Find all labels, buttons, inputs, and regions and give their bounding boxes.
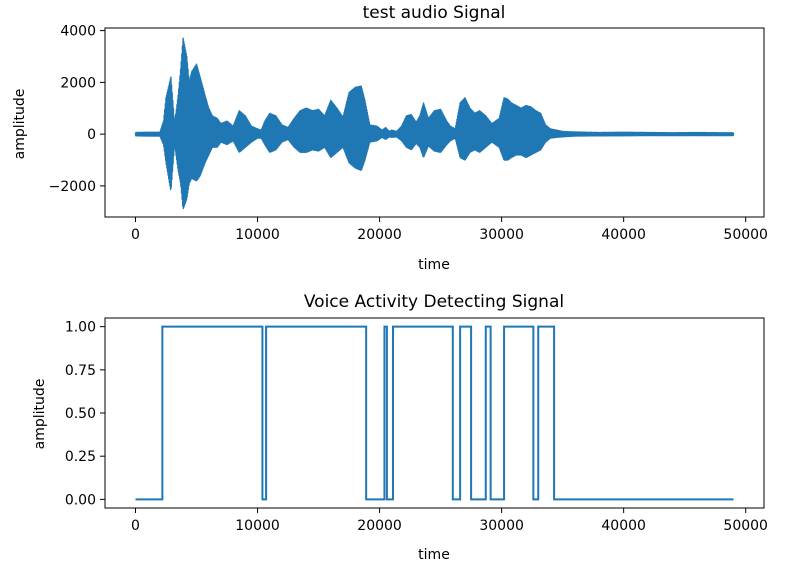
- vad-y-tick-label: 0.00: [65, 492, 96, 508]
- audio-y-axis-label: amplitude: [12, 89, 28, 160]
- vad-x-tick-label: 30000: [479, 518, 524, 534]
- audio-x-tick-label: 40000: [601, 227, 646, 243]
- audio-x-tick-label: 30000: [479, 227, 524, 243]
- audio-axes-frame: [104, 27, 765, 218]
- vad-y-axis-ticks: 0.00 0.25 0.50 0.75 1.00: [65, 320, 105, 508]
- audio-x-axis-ticks: 0 10000 20000 30000 40000 50000: [131, 217, 768, 243]
- audio-y-tick-label: 0: [87, 127, 96, 143]
- audio-y-tick-label: 4000: [60, 24, 96, 40]
- vad-x-tick-label: 10000: [235, 518, 280, 534]
- vad-y-tick-label: 0.25: [65, 449, 96, 465]
- audio-y-tick-label: −2000: [49, 179, 96, 195]
- audio-chart-title: test audio Signal: [363, 3, 506, 23]
- vad-signal-chart: Voice Activity Detecting Signal 0 10000 20…: [32, 292, 768, 563]
- audio-x-axis-label: time: [418, 257, 450, 273]
- vad-y-tick-label: 0.50: [65, 406, 96, 422]
- audio-x-tick-label: 10000: [235, 227, 280, 243]
- audio-y-axis-ticks: −2000 0 2000 4000: [49, 24, 105, 195]
- audio-waveform-line: [134, 37, 735, 210]
- vad-y-tick-label: 1.00: [65, 320, 96, 336]
- vad-x-tick-label: 0: [131, 518, 140, 534]
- vad-step-line: [135, 325, 734, 501]
- audio-x-tick-label: 20000: [357, 227, 402, 243]
- audio-signal-chart: test audio Signal 0 10000 20000 30000 40000 5…: [12, 3, 768, 273]
- audio-y-tick-label: 2000: [60, 75, 96, 91]
- vad-y-axis-label: amplitude: [32, 379, 48, 450]
- vad-axes-frame: [104, 317, 765, 509]
- vad-x-tick-label: 40000: [601, 518, 646, 534]
- audio-x-tick-label: 0: [131, 227, 140, 243]
- audio-x-tick-label: 50000: [723, 227, 768, 243]
- vad-x-axis-ticks: 0 10000 20000 30000 40000 50000: [131, 508, 768, 534]
- vad-chart-title: Voice Activity Detecting Signal: [304, 292, 564, 312]
- vad-x-axis-label: time: [418, 547, 450, 563]
- vad-signal-plot: [135, 325, 734, 501]
- vad-x-tick-label: 20000: [357, 518, 402, 534]
- audio-signal-plot: [134, 37, 735, 210]
- vad-y-tick-label: 0.75: [65, 363, 96, 379]
- vad-x-tick-label: 50000: [723, 518, 768, 534]
